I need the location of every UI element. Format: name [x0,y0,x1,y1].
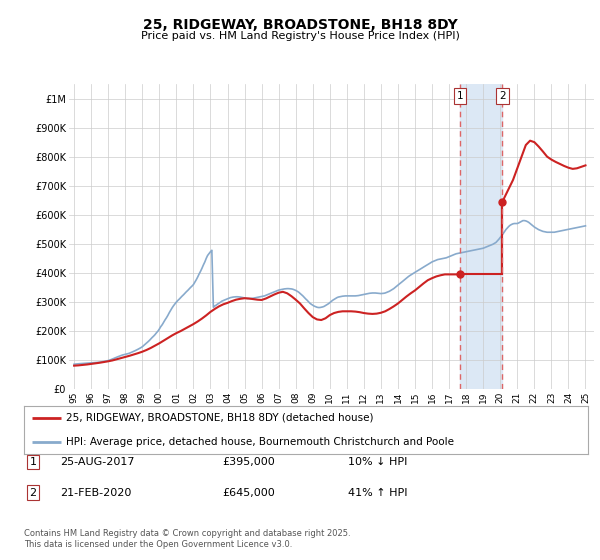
Text: 10% ↓ HPI: 10% ↓ HPI [348,457,407,467]
Text: Price paid vs. HM Land Registry's House Price Index (HPI): Price paid vs. HM Land Registry's House … [140,31,460,41]
Text: 2: 2 [29,488,37,498]
Text: Contains HM Land Registry data © Crown copyright and database right 2025.
This d: Contains HM Land Registry data © Crown c… [24,529,350,549]
Bar [460,84,502,389]
Text: 25-AUG-2017: 25-AUG-2017 [60,457,134,467]
Text: 2: 2 [499,91,506,101]
Text: £645,000: £645,000 [222,488,275,498]
Text: 21-FEB-2020: 21-FEB-2020 [60,488,131,498]
Text: 41% ↑ HPI: 41% ↑ HPI [348,488,407,498]
Text: HPI: Average price, detached house, Bournemouth Christchurch and Poole: HPI: Average price, detached house, Bour… [66,437,454,447]
Text: 1: 1 [29,457,37,467]
Text: 1: 1 [457,91,463,101]
Text: £395,000: £395,000 [222,457,275,467]
Text: 25, RIDGEWAY, BROADSTONE, BH18 8DY (detached house): 25, RIDGEWAY, BROADSTONE, BH18 8DY (deta… [66,413,374,423]
Text: 25, RIDGEWAY, BROADSTONE, BH18 8DY: 25, RIDGEWAY, BROADSTONE, BH18 8DY [143,18,457,32]
